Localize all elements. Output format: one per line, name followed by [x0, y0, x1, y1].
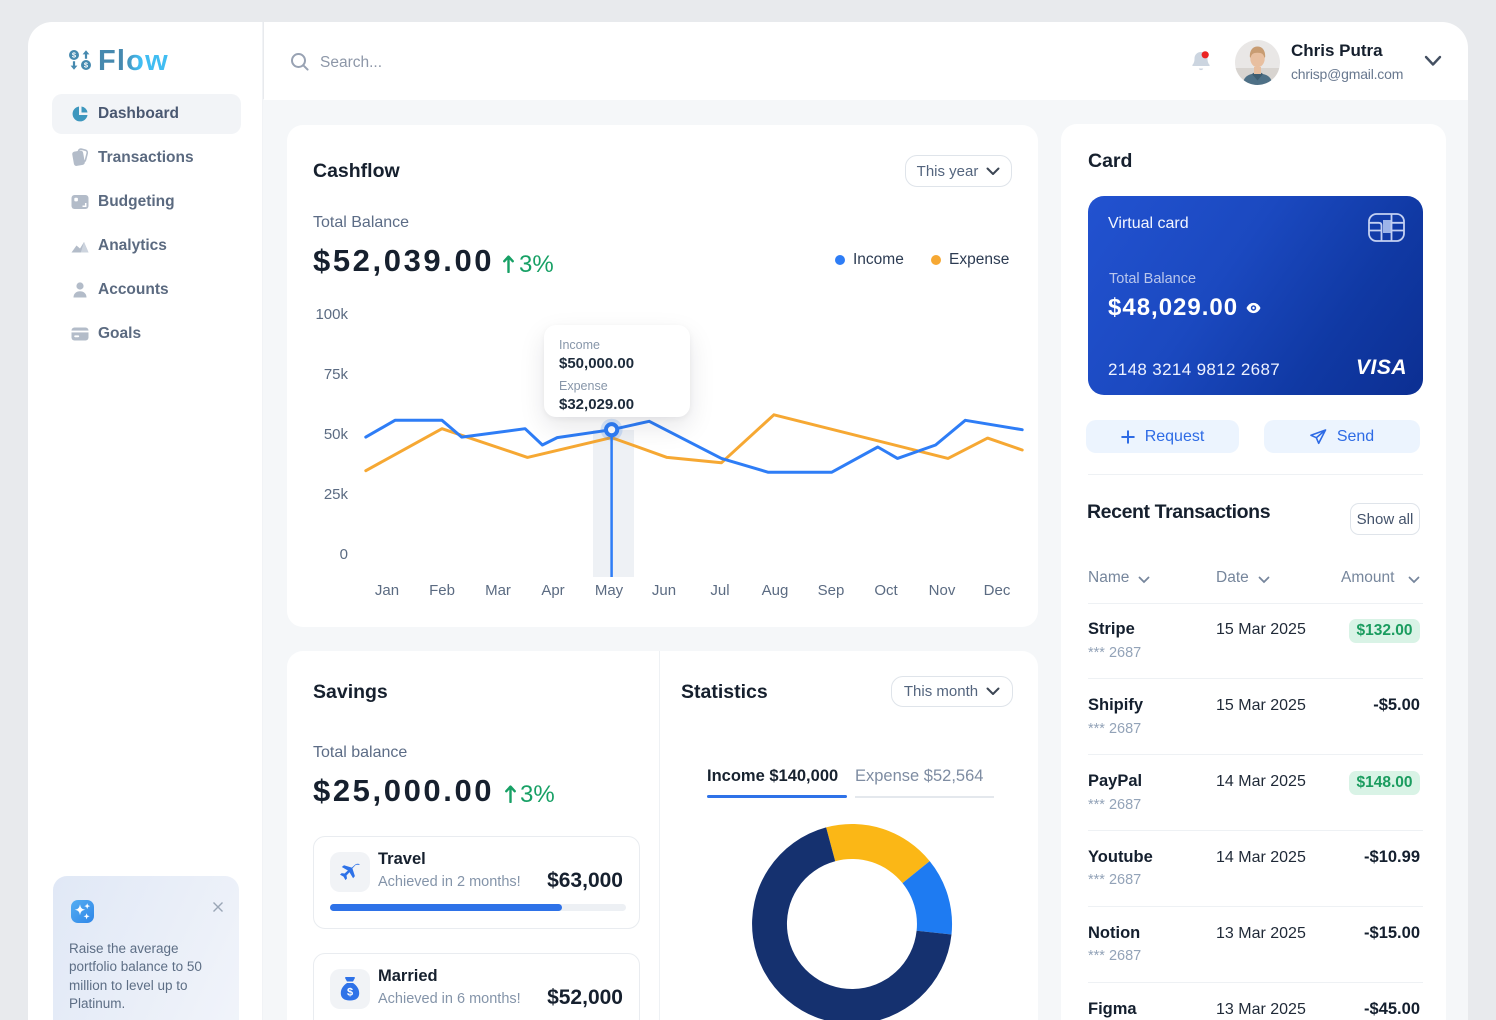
svg-text:$: $	[72, 51, 77, 60]
svg-text:$: $	[347, 987, 353, 999]
svg-text:$: $	[84, 61, 89, 70]
